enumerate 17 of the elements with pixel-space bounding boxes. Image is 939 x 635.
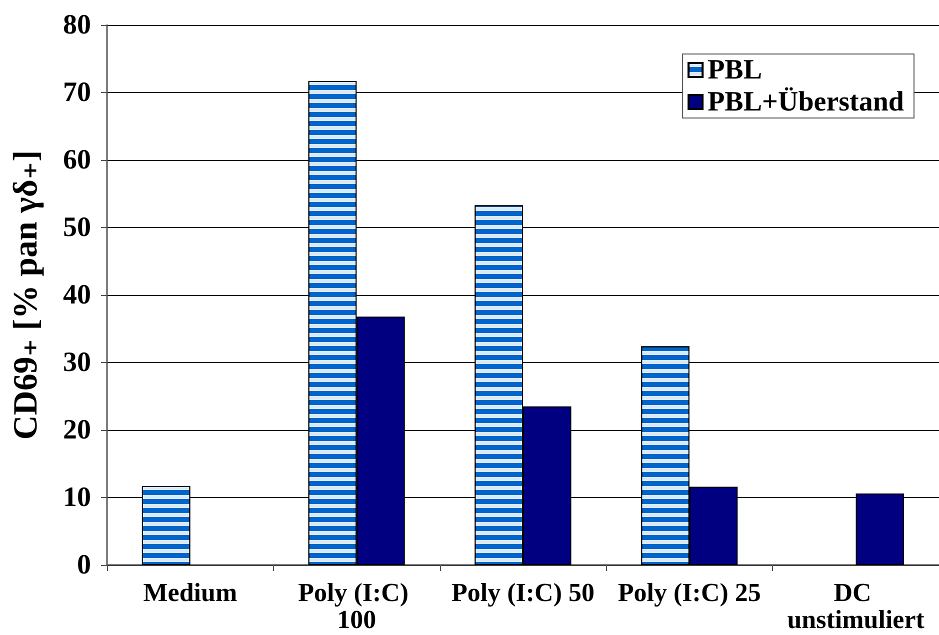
y-tick-label: 70 bbox=[63, 77, 91, 108]
x-tick-label: Poly (I:C) 100 bbox=[298, 578, 416, 634]
y-axis-title: CD69₊ [% pan γδ₊] bbox=[8, 150, 44, 440]
y-tick-label: 30 bbox=[63, 347, 91, 378]
y-tick-label: 60 bbox=[63, 144, 91, 176]
x-tick-label: Medium bbox=[143, 578, 238, 607]
legend-label: PBL+Überstand bbox=[708, 86, 904, 118]
x-tick-label: Poly (I:C) 25 bbox=[618, 578, 761, 607]
y-tick-label: 40 bbox=[63, 280, 91, 310]
y-tick-label: 0 bbox=[77, 550, 91, 580]
y-tick-label: 10 bbox=[63, 482, 91, 513]
legend-label: PBL bbox=[708, 54, 762, 86]
x-tick-label: DC unstimuliert bbox=[787, 578, 925, 634]
y-tick-label: 80 bbox=[63, 10, 91, 40]
y-tick-label: 50 bbox=[63, 212, 91, 243]
x-tick-label: Poly (I:C) 50 bbox=[452, 578, 594, 607]
y-tick-label: 20 bbox=[63, 414, 91, 446]
